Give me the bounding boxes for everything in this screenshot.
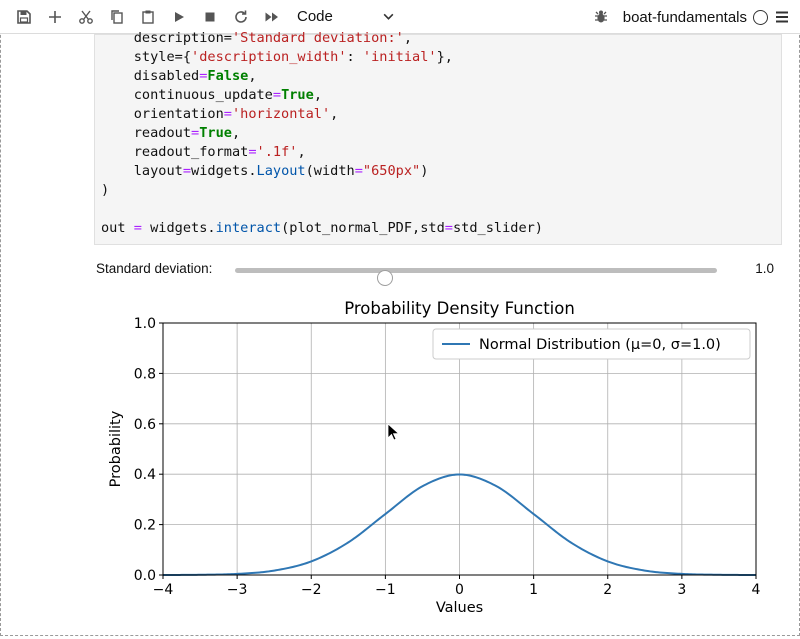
- code-line: continuous_update=True,: [101, 87, 322, 103]
- run-button[interactable]: [163, 2, 194, 32]
- slider-readout: 1.0: [755, 261, 774, 276]
- code-line: orientation='horizontal',: [101, 106, 339, 122]
- legend-label: Normal Distribution (μ=0, σ=1.0): [479, 337, 721, 353]
- slider-thumb[interactable]: [376, 270, 393, 286]
- x-tick-label: −4: [153, 582, 174, 598]
- kernel-area: boat-fundamentals: [593, 0, 790, 34]
- x-tick-label: 0: [455, 582, 464, 598]
- x-axis-label: Values: [436, 600, 483, 616]
- x-tick-label: −3: [227, 582, 248, 598]
- copy-icon: [110, 9, 123, 24]
- notebook-toolbar: Code boat-fundamentals: [0, 0, 800, 34]
- chart-title: Probability Density Function: [344, 299, 575, 318]
- code-line: readout=True,: [101, 125, 241, 141]
- code-line: ): [101, 182, 110, 198]
- bug-icon[interactable]: [593, 9, 609, 25]
- code-line: layout=widgets.Layout(width="650px"): [101, 163, 429, 179]
- fast-forward-icon: [265, 12, 278, 21]
- y-tick-label: 0.6: [134, 417, 156, 433]
- run-icon: [174, 11, 184, 22]
- add-icon: [48, 10, 61, 23]
- restart-icon: [234, 10, 247, 23]
- x-tick-label: 4: [752, 582, 761, 598]
- run-all-button[interactable]: [256, 2, 287, 32]
- code-line: readout_format='.1f',: [101, 144, 306, 160]
- x-tick-label: 1: [529, 582, 538, 598]
- code-line: disabled=False,: [101, 68, 257, 84]
- chevron-down-icon: [383, 13, 394, 20]
- y-tick-label: 0.0: [134, 568, 156, 584]
- legend-box: [432, 328, 751, 360]
- std-slider-widget: Standard deviation: 1.0: [96, 258, 786, 286]
- menu-icon[interactable]: [774, 9, 790, 25]
- cell-type-label: Code: [297, 8, 333, 25]
- y-tick-label: 0.8: [134, 366, 156, 382]
- x-tick-label: −1: [375, 582, 396, 598]
- paste-button[interactable]: [132, 2, 163, 32]
- cell-type-dropdown[interactable]: Code: [297, 8, 395, 25]
- chart-svg: −4 −3 −2 −1 0 1 2 3 4 0.0 0.2 0.4 0.6 0.8 1.0 Probabili…: [108, 299, 761, 616]
- x-tick-label: −2: [301, 582, 322, 598]
- code-line: description='Standard deviation:',: [101, 30, 413, 46]
- stop-button[interactable]: [194, 2, 225, 32]
- code-line: out = widgets.interact(plot_normal_PDF,s…: [101, 220, 543, 236]
- x-tick-label: 2: [603, 582, 612, 598]
- slider-track[interactable]: [235, 268, 717, 286]
- x-tick-label: 3: [677, 582, 686, 598]
- restart-button[interactable]: [225, 2, 256, 32]
- stop-icon: [205, 12, 214, 21]
- code-cell[interactable]: description='Standard deviation:', style…: [94, 30, 782, 245]
- y-tick-label: 0.4: [134, 467, 156, 483]
- y-tick-label: 0.2: [134, 518, 156, 534]
- copy-button[interactable]: [101, 2, 132, 32]
- add-cell-button[interactable]: [39, 2, 70, 32]
- series-line: [163, 473, 756, 576]
- kernel-status-icon: [753, 9, 768, 25]
- kernel-name[interactable]: boat-fundamentals: [622, 8, 747, 26]
- y-tick-label: 1.0: [134, 316, 156, 332]
- y-axis-label: Probability: [108, 410, 124, 487]
- cut-icon: [78, 10, 93, 24]
- pdf-chart: −4 −3 −2 −1 0 1 2 3 4 0.0 0.2 0.4 0.6 0.8 1.0 Probabili…: [96, 288, 776, 639]
- code-line: style={'description_width': 'initial'},: [101, 49, 453, 65]
- paste-icon: [141, 10, 154, 24]
- save-icon: [16, 9, 31, 24]
- save-button[interactable]: [8, 2, 39, 32]
- mouse-cursor-icon: [387, 423, 400, 441]
- slider-label: Standard deviation:: [96, 261, 213, 276]
- cut-button[interactable]: [70, 2, 101, 32]
